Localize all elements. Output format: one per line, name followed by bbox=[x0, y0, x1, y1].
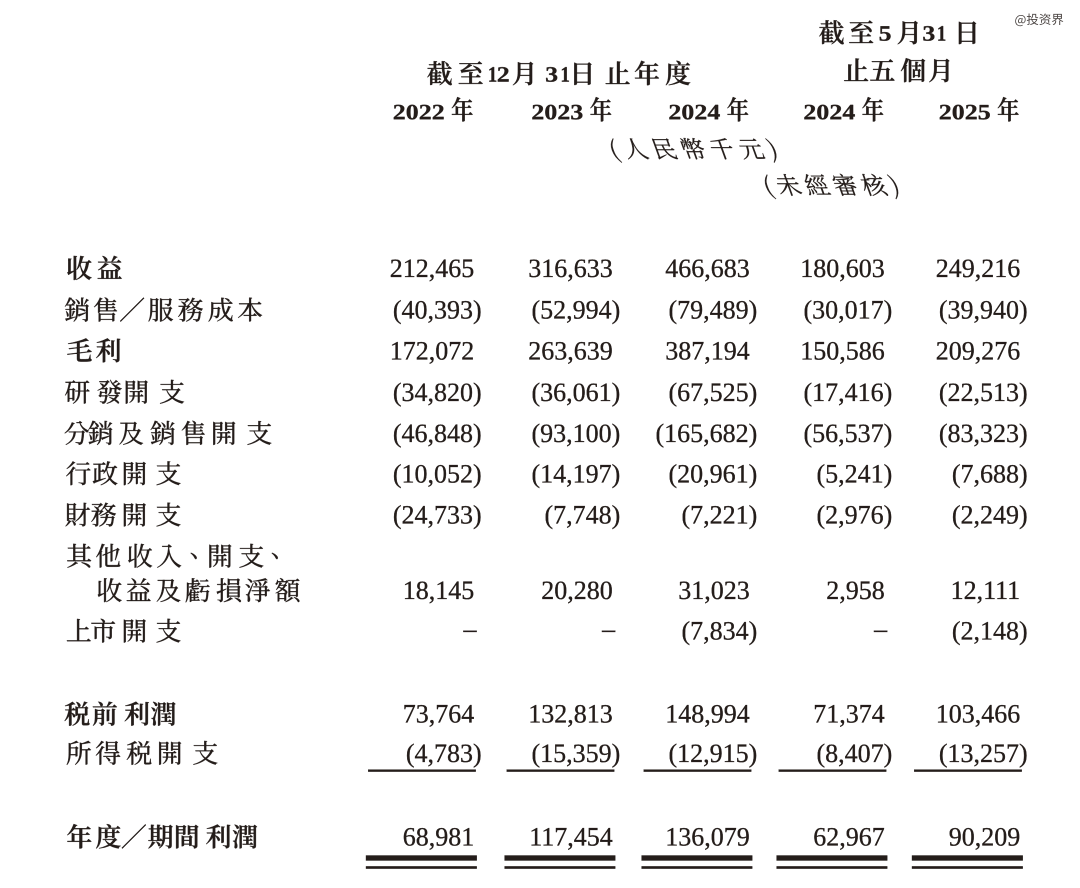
svg-text:(15,359): (15,359) bbox=[531, 739, 620, 768]
svg-text:(93,100): (93,100) bbox=[531, 419, 620, 448]
svg-text:(10,052): (10,052) bbox=[393, 459, 482, 488]
svg-text:249,216: 249,216 bbox=[936, 254, 1021, 283]
svg-text:31,023: 31,023 bbox=[678, 576, 750, 605]
svg-text:20,280: 20,280 bbox=[541, 576, 613, 605]
svg-text:209,276: 209,276 bbox=[936, 336, 1021, 365]
svg-text:(5,241): (5,241) bbox=[816, 459, 892, 488]
svg-text:263,639: 263,639 bbox=[528, 336, 613, 365]
svg-text:(7,748): (7,748) bbox=[544, 501, 620, 530]
svg-text:132,813: 132,813 bbox=[528, 700, 613, 729]
svg-text:148,994: 148,994 bbox=[665, 700, 750, 729]
svg-text:(20,961): (20,961) bbox=[668, 459, 757, 488]
svg-text:(7,221): (7,221) bbox=[681, 501, 757, 530]
svg-text:(39,940): (39,940) bbox=[939, 296, 1028, 325]
svg-text:62,967: 62,967 bbox=[813, 823, 885, 852]
svg-text:–: – bbox=[873, 614, 888, 643]
svg-text:103,466: 103,466 bbox=[936, 700, 1021, 729]
svg-text:(24,733): (24,733) bbox=[393, 501, 482, 530]
svg-text:(2,976): (2,976) bbox=[816, 501, 892, 530]
svg-text:(67,525): (67,525) bbox=[668, 378, 757, 407]
svg-text:–: – bbox=[463, 614, 478, 643]
svg-text:172,072: 172,072 bbox=[390, 336, 475, 365]
svg-text:2,958: 2,958 bbox=[826, 576, 885, 605]
svg-text:387,194: 387,194 bbox=[665, 336, 750, 365]
svg-text:466,683: 466,683 bbox=[665, 254, 750, 283]
svg-text:(34,820): (34,820) bbox=[393, 378, 482, 407]
svg-text:(14,197): (14,197) bbox=[531, 459, 620, 488]
svg-text:68,981: 68,981 bbox=[403, 823, 475, 852]
svg-text:–: – bbox=[601, 614, 616, 643]
svg-text:(7,688): (7,688) bbox=[952, 459, 1028, 488]
svg-text:316,633: 316,633 bbox=[528, 254, 613, 283]
svg-text:73,764: 73,764 bbox=[403, 700, 475, 729]
svg-text:(2,148): (2,148) bbox=[952, 617, 1028, 646]
svg-text:(165,682): (165,682) bbox=[655, 419, 757, 448]
svg-text:150,586: 150,586 bbox=[800, 336, 885, 365]
svg-text:(7,834): (7,834) bbox=[681, 617, 757, 646]
svg-text:136,079: 136,079 bbox=[665, 823, 750, 852]
svg-text:180,603: 180,603 bbox=[800, 254, 885, 283]
svg-text:(52,994): (52,994) bbox=[531, 296, 620, 325]
svg-text:12,111: 12,111 bbox=[951, 576, 1021, 605]
svg-text:(4,783): (4,783) bbox=[406, 739, 482, 768]
svg-text:(36,061): (36,061) bbox=[531, 378, 620, 407]
svg-text:18,145: 18,145 bbox=[403, 576, 475, 605]
svg-text:90,209: 90,209 bbox=[949, 823, 1021, 852]
svg-text:(83,323): (83,323) bbox=[939, 419, 1028, 448]
svg-text:212,465: 212,465 bbox=[390, 254, 475, 283]
svg-text:(30,017): (30,017) bbox=[803, 296, 892, 325]
svg-text:(2,249): (2,249) bbox=[952, 501, 1028, 530]
svg-text:117,454: 117,454 bbox=[529, 823, 613, 852]
svg-text:(22,513): (22,513) bbox=[939, 378, 1028, 407]
svg-text:(13,257): (13,257) bbox=[939, 739, 1028, 768]
svg-text:(46,848): (46,848) bbox=[393, 419, 482, 448]
svg-text:(56,537): (56,537) bbox=[803, 419, 892, 448]
svg-text:(8,407): (8,407) bbox=[816, 739, 892, 768]
svg-text:71,374: 71,374 bbox=[813, 700, 885, 729]
svg-text:(79,489): (79,489) bbox=[668, 296, 757, 325]
svg-text:(12,915): (12,915) bbox=[668, 739, 757, 768]
svg-text:(40,393): (40,393) bbox=[393, 296, 482, 325]
svg-text:(17,416): (17,416) bbox=[803, 378, 892, 407]
